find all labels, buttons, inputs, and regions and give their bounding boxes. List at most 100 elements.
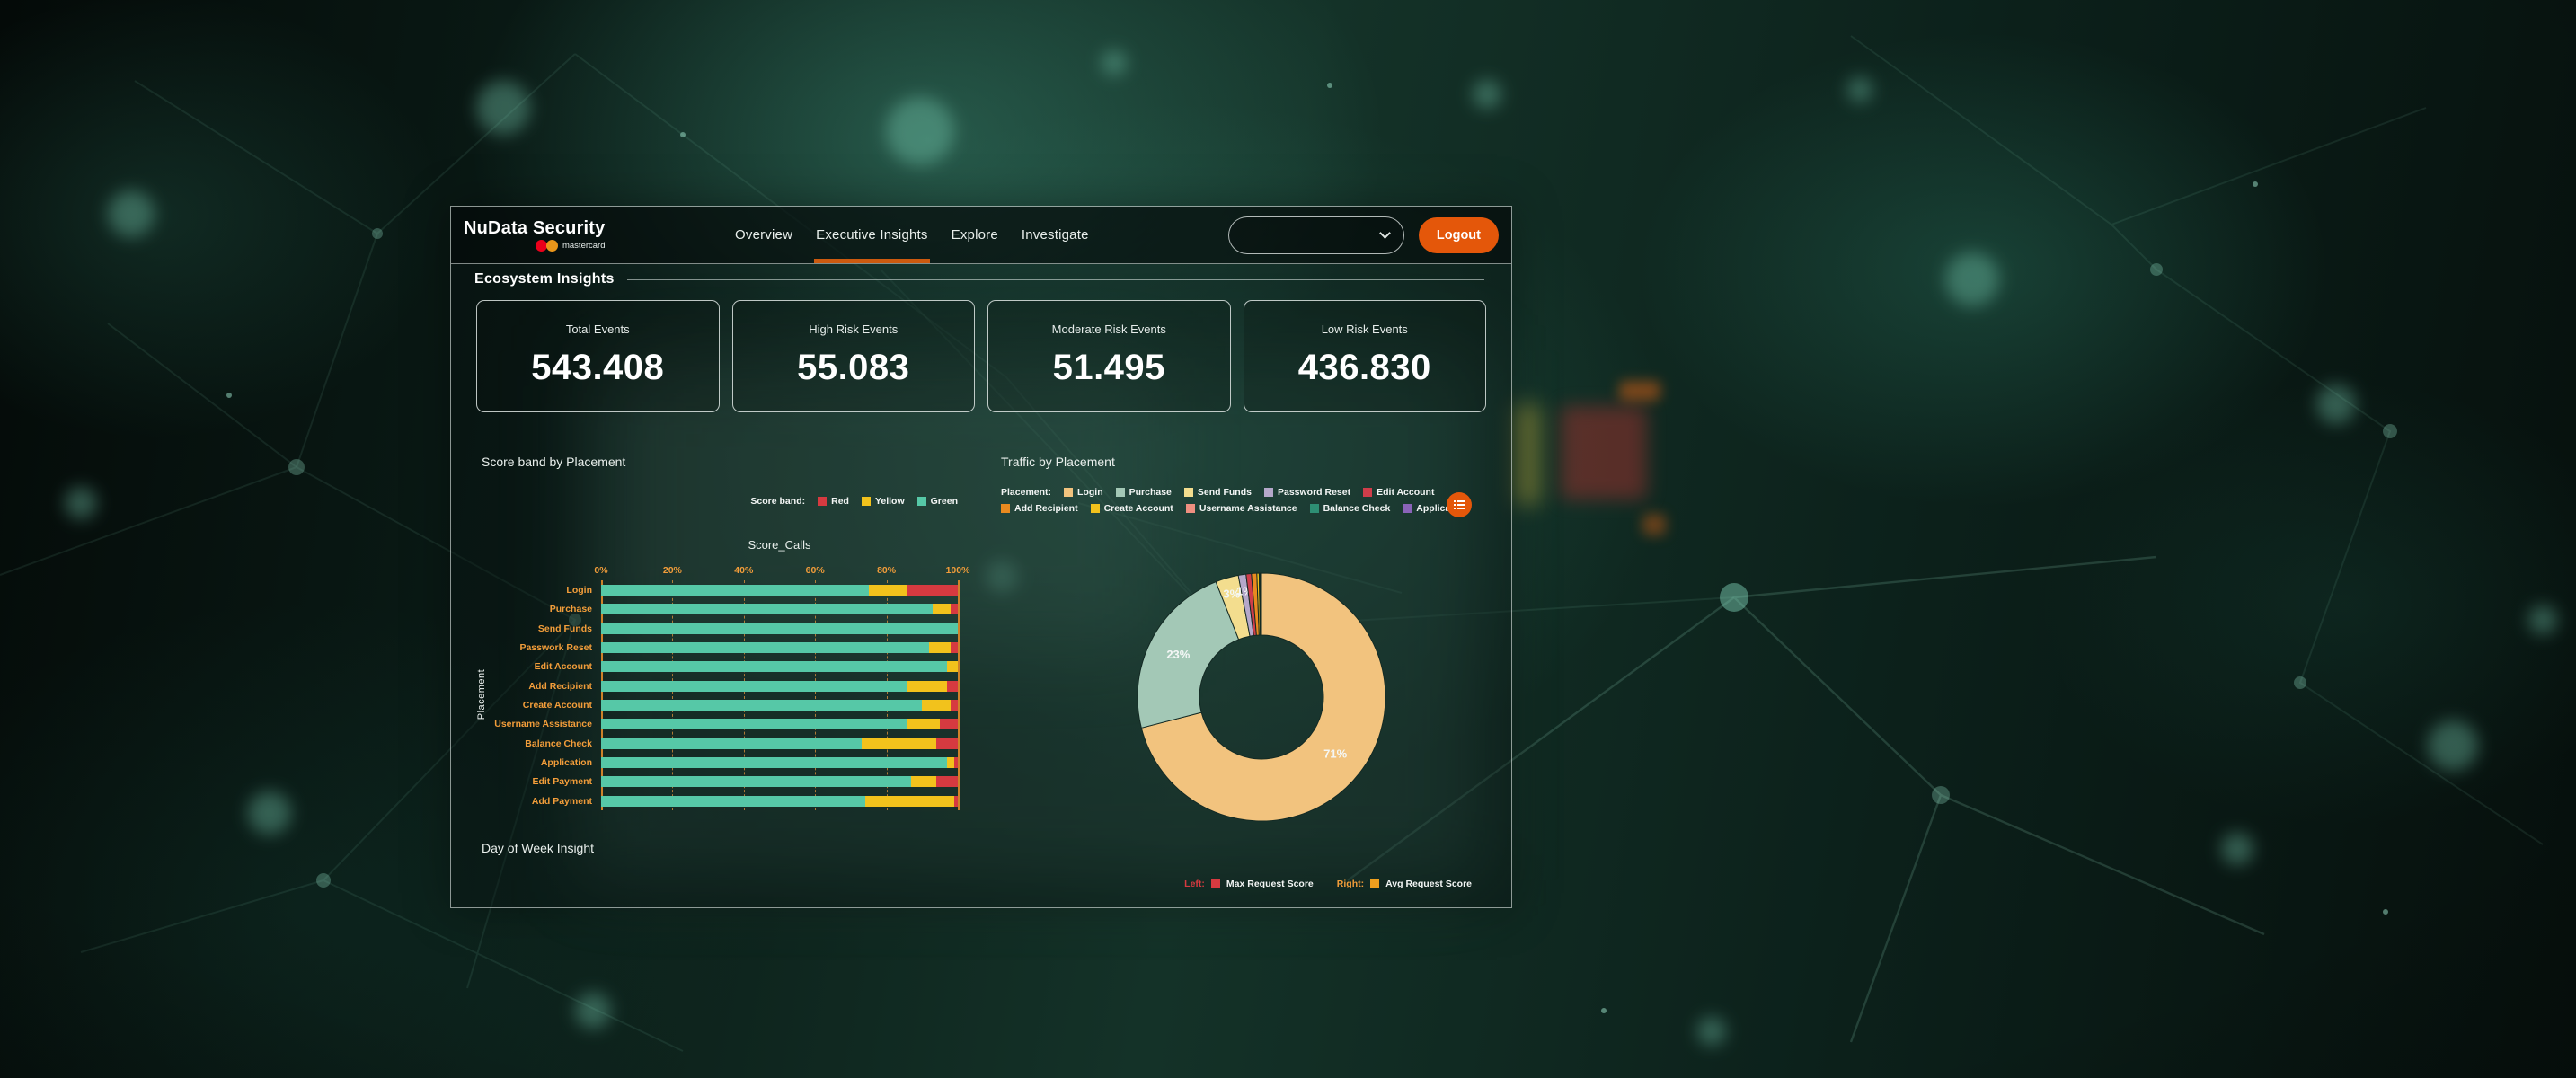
donut-slice-purchase[interactable]: [1137, 581, 1240, 729]
bar-row-passwork-reset[interactable]: Passwork Reset: [519, 642, 958, 653]
dashboard-panel: NuData Security mastercard Overview Execu…: [450, 206, 1512, 908]
legend-swatch: [1001, 504, 1010, 513]
bar-row-application[interactable]: Application: [541, 757, 958, 768]
legend-right-label: Avg Request Score: [1385, 879, 1472, 889]
bar-segment-yellow: [947, 661, 958, 673]
kpi-card-high-risk-events: High Risk Events 55.083: [731, 300, 975, 412]
score-band-chart-title: Score band by Placement: [482, 455, 626, 469]
donut-percent-label: 71%: [1323, 747, 1347, 761]
bar-row-username-assistance[interactable]: Username Assistance: [494, 719, 958, 730]
legend-item-send-funds[interactable]: Send Funds: [1183, 487, 1252, 498]
legend-item-green[interactable]: Green: [916, 496, 958, 507]
legend-label: Yellow: [874, 496, 905, 507]
tab-explore[interactable]: Explore: [951, 227, 998, 243]
bar-segment-red: [947, 680, 958, 692]
bar-row-create-account[interactable]: Create Account: [523, 700, 958, 711]
tab-investigate[interactable]: Investigate: [1021, 227, 1089, 243]
kpi-value: 51.495: [1052, 348, 1165, 387]
ecosystem-header: Ecosystem Insights: [474, 271, 1484, 287]
bar-segment-green: [601, 642, 930, 653]
legend-label: Login: [1077, 487, 1103, 498]
bar-category-label: Purchase: [549, 604, 592, 615]
bar-row-edit-payment[interactable]: Edit Payment: [532, 776, 958, 788]
section-title-day-of-week: Day of Week Insight: [482, 841, 595, 855]
legend-item-username-assistance[interactable]: Username Assistance: [1185, 503, 1297, 514]
legend-label: Create Account: [1103, 503, 1173, 514]
background-blur-orange: [1619, 381, 1660, 401]
bar-row-send-funds[interactable]: Send Funds: [538, 623, 958, 634]
bar-category-label: Username Assistance: [494, 719, 592, 730]
bar-segment-green: [601, 585, 869, 596]
kpi-label: Moderate Risk Events: [1051, 323, 1166, 336]
x-tick: 0%: [594, 565, 608, 576]
donut-slice-login[interactable]: [1140, 572, 1386, 822]
bar-row-balance-check[interactable]: Balance Check: [525, 738, 958, 749]
bar-row-add-payment[interactable]: Add Payment: [532, 795, 958, 807]
bar-segment-yellow: [907, 719, 941, 730]
bar-category-label: Create Account: [522, 700, 592, 711]
filter-dropdown[interactable]: [1227, 216, 1404, 254]
legend-row: Placement: Login Purchase Send Funds Passwor…: [1001, 487, 1467, 498]
tab-executive-insights[interactable]: Executive Insights: [814, 207, 930, 263]
bar-row-login[interactable]: Login: [566, 585, 958, 596]
bar-segment-red: [954, 757, 958, 768]
legend-right-prefix: Right:: [1336, 879, 1365, 889]
kpi-value: 55.083: [797, 348, 910, 387]
traffic-legend: Placement: Login Purchase Send Funds Passwor…: [1001, 487, 1467, 514]
kpi-card-total-events: Total Events 543.408: [476, 300, 720, 412]
legend-prefix: Placement:: [1001, 487, 1052, 498]
score-band-legend: Score band: Red Yellow Green: [601, 496, 958, 507]
legend-label: Green: [930, 496, 958, 507]
bar-row-add-recipient[interactable]: Add Recipient: [528, 680, 958, 692]
bar-segment-red: [951, 642, 958, 653]
bar-row-edit-account[interactable]: Edit Account: [535, 661, 958, 673]
bar-segment-yellow: [922, 700, 952, 711]
bar-category-label: Login: [566, 585, 592, 596]
donut-chart: 71%23%3%1%: [1137, 572, 1386, 822]
legend-item-password-reset[interactable]: Password Reset: [1263, 487, 1351, 498]
mastercard-red-circle-icon: [535, 240, 547, 252]
legend-swatch: [1363, 488, 1373, 497]
tab-overview[interactable]: Overview: [735, 227, 793, 243]
bar-segment-yellow: [929, 642, 952, 653]
list-icon: [1454, 500, 1465, 509]
legend-swatch: [1185, 504, 1195, 513]
bar-row-purchase[interactable]: Purchase: [550, 604, 958, 615]
chevron-down-icon: [1379, 227, 1391, 239]
legend-left-axis: Left: Max Request Score: [1184, 879, 1314, 889]
bar-segment-red: [936, 776, 958, 788]
kpi-value: 436.830: [1297, 348, 1431, 387]
legend-item-purchase[interactable]: Purchase: [1115, 487, 1172, 498]
gridline: [886, 580, 888, 810]
legend-item-add-recipient[interactable]: Add Recipient: [1001, 503, 1078, 514]
legend-swatch: [1115, 488, 1125, 497]
legend-label: Edit Account: [1377, 487, 1435, 498]
legend-item-edit-account[interactable]: Edit Account: [1363, 487, 1434, 498]
stacked-bar-plot: Login Purchase Send Funds Passwork Reset Edi…: [494, 580, 960, 810]
legend-item-red[interactable]: Red: [818, 496, 849, 507]
background-blur-yellow: [1515, 404, 1540, 505]
section-title-ecosystem-insights: Ecosystem Insights: [474, 271, 615, 287]
bar-segment-green: [601, 661, 948, 673]
bar-segment-green: [601, 680, 908, 692]
bar-segment-green: [601, 623, 958, 634]
bar-segment-green: [601, 604, 934, 615]
bar-segment-yellow: [933, 604, 952, 615]
gridline: [958, 580, 960, 810]
background-blur-orange: [1642, 514, 1666, 535]
chart-menu-button[interactable]: [1447, 492, 1472, 517]
kpi-card-moderate-risk-events: Moderate Risk Events 51.495: [987, 300, 1231, 412]
logout-button[interactable]: Logout: [1418, 216, 1499, 253]
legend-label: Password Reset: [1277, 487, 1351, 498]
donut-percent-label: 23%: [1166, 648, 1190, 661]
legend-item-create-account[interactable]: Create Account: [1090, 503, 1173, 514]
bar-segment-yellow: [911, 776, 937, 788]
legend-item-login[interactable]: Login: [1064, 487, 1103, 498]
gridline: [743, 580, 745, 810]
x-tick: 60%: [805, 565, 825, 576]
top-bar: NuData Security mastercard Overview Execu…: [451, 207, 1511, 264]
legend-item-yellow[interactable]: Yellow: [861, 496, 905, 507]
legend-right-axis: Right: Avg Request Score: [1337, 879, 1472, 889]
legend-item-balance-check[interactable]: Balance Check: [1309, 503, 1390, 514]
x-axis: 0% 20% 40% 60% 80% 100%: [594, 565, 969, 578]
